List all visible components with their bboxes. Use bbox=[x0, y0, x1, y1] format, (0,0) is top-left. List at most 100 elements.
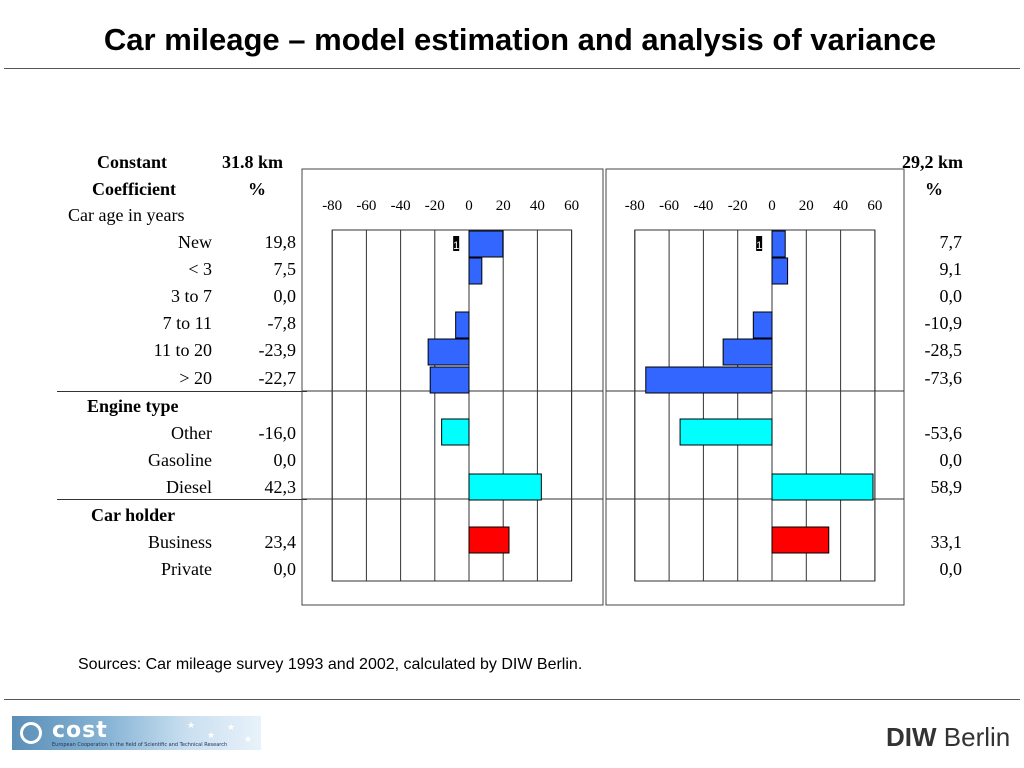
row-value-right: -10,9 bbox=[924, 313, 963, 333]
tick-label: 0 bbox=[465, 198, 473, 214]
bar-1 bbox=[468, 257, 483, 285]
unit-left: % bbox=[248, 179, 266, 199]
row-value-right: 9,1 bbox=[939, 259, 963, 279]
row-label: New bbox=[178, 232, 212, 252]
tick-label: 0 bbox=[768, 198, 776, 214]
group-name-engine: Engine type bbox=[87, 396, 179, 416]
bar-6 bbox=[441, 418, 470, 446]
row-value-right: 0,0 bbox=[939, 450, 963, 470]
row-label: > 20 bbox=[179, 368, 212, 388]
row-label: 7 to 11 bbox=[162, 313, 212, 333]
row-value-right: -73,6 bbox=[924, 368, 963, 388]
row-value-left: -23,9 bbox=[258, 340, 297, 360]
row-label: Private bbox=[161, 559, 212, 579]
row-label: Business bbox=[147, 532, 212, 552]
tick-label: -80 bbox=[625, 198, 645, 214]
row-value-left: 0,0 bbox=[273, 286, 297, 306]
tick-label: -20 bbox=[425, 198, 445, 214]
bar-5 bbox=[429, 366, 470, 394]
row-value-left: 0,0 bbox=[273, 450, 297, 470]
row-label: < 3 bbox=[188, 259, 212, 279]
tick-label: 40 bbox=[833, 198, 848, 214]
tick-label: 20 bbox=[496, 198, 511, 214]
constant-left-value: 31.8 km bbox=[222, 152, 284, 172]
row-value-right: 0,0 bbox=[939, 286, 963, 306]
chart-frame bbox=[605, 168, 905, 606]
row-value-right: 7,7 bbox=[939, 232, 963, 252]
tick-label: -40 bbox=[391, 198, 411, 214]
footer-divider bbox=[4, 699, 1020, 700]
bar-8 bbox=[468, 473, 542, 501]
sources-note: Sources: Car mileage survey 1993 and 200… bbox=[78, 656, 583, 673]
chart-frame bbox=[301, 168, 604, 606]
diw-logo-bold: DIW bbox=[886, 722, 937, 752]
tick-label: -40 bbox=[693, 198, 713, 214]
group-name-holder: Car holder bbox=[91, 505, 176, 525]
tick-label: -60 bbox=[356, 198, 376, 214]
plot-area bbox=[634, 229, 876, 582]
bar-4 bbox=[427, 338, 470, 366]
bar-4 bbox=[722, 338, 773, 366]
bar-3 bbox=[455, 311, 470, 339]
row-value-right: 0,0 bbox=[939, 559, 963, 579]
row-value-left: 23,4 bbox=[264, 532, 297, 552]
tick-label: 40 bbox=[530, 198, 545, 214]
row-value-left: -22,7 bbox=[258, 368, 297, 388]
bar-9 bbox=[771, 526, 830, 554]
bar-0 bbox=[771, 230, 786, 258]
bar-5 bbox=[645, 366, 773, 394]
bar-0 bbox=[468, 230, 504, 258]
group-separator bbox=[57, 391, 307, 392]
row-label: 3 to 7 bbox=[170, 286, 212, 306]
row-value-left: 19,8 bbox=[264, 232, 297, 252]
row-label: 11 to 20 bbox=[153, 340, 212, 360]
cost-logo: ★ ★ ★ ★ cost European Cooperation in the… bbox=[12, 716, 261, 750]
marker-box bbox=[453, 236, 460, 251]
bar-1 bbox=[771, 257, 789, 285]
bar-8 bbox=[771, 473, 874, 501]
star-icon: ★ bbox=[244, 734, 253, 744]
cost-logo-subtitle: European Cooperation in the field of Sci… bbox=[52, 742, 228, 748]
cost-emblem-icon bbox=[20, 722, 42, 744]
star-icon: ★ bbox=[227, 722, 236, 732]
row-label: Other bbox=[171, 423, 212, 443]
marker-box bbox=[756, 236, 763, 251]
group-name-car-age: Car age in years bbox=[68, 205, 185, 225]
row-value-left: -7,8 bbox=[267, 313, 297, 333]
cost-logo-text: cost bbox=[52, 718, 108, 743]
marker-label: 1 bbox=[756, 240, 762, 252]
row-value-right: 58,9 bbox=[930, 477, 963, 497]
diw-logo-rest: Berlin bbox=[936, 722, 1011, 752]
row-value-right: 33,1 bbox=[930, 532, 963, 552]
bar-9 bbox=[468, 526, 510, 554]
row-value-left: 7,5 bbox=[273, 259, 297, 279]
slide-title: Car mileage – model estimation and analy… bbox=[103, 22, 937, 57]
tick-label: 60 bbox=[564, 198, 579, 214]
star-icon: ★ bbox=[207, 730, 216, 740]
group-separator bbox=[57, 499, 307, 500]
diw-logo: DIW Berlin bbox=[886, 722, 1010, 753]
unit-right: % bbox=[925, 179, 943, 199]
bar-3 bbox=[752, 311, 773, 339]
row-value-left: -16,0 bbox=[258, 423, 297, 443]
bar-6 bbox=[679, 418, 773, 446]
constant-label: Constant bbox=[97, 152, 168, 172]
tick-label: -80 bbox=[322, 198, 342, 214]
coefficient-label: Coefficient bbox=[92, 179, 176, 199]
marker-label: 1 bbox=[453, 240, 459, 252]
star-icon: ★ bbox=[187, 720, 196, 730]
row-value-left: 0,0 bbox=[273, 559, 297, 579]
row-value-right: -28,5 bbox=[924, 340, 963, 360]
row-label: Gasoline bbox=[148, 450, 212, 470]
tick-label: 20 bbox=[799, 198, 814, 214]
constant-right-value: 29,2 km bbox=[902, 152, 964, 172]
row-value-left: 42,3 bbox=[264, 477, 297, 497]
tick-label: -60 bbox=[659, 198, 679, 214]
tick-label: -20 bbox=[728, 198, 748, 214]
title-divider bbox=[4, 68, 1020, 69]
row-value-right: -53,6 bbox=[924, 423, 963, 443]
row-label: Diesel bbox=[166, 477, 212, 497]
tick-label: 60 bbox=[867, 198, 882, 214]
plot-area bbox=[331, 229, 573, 582]
